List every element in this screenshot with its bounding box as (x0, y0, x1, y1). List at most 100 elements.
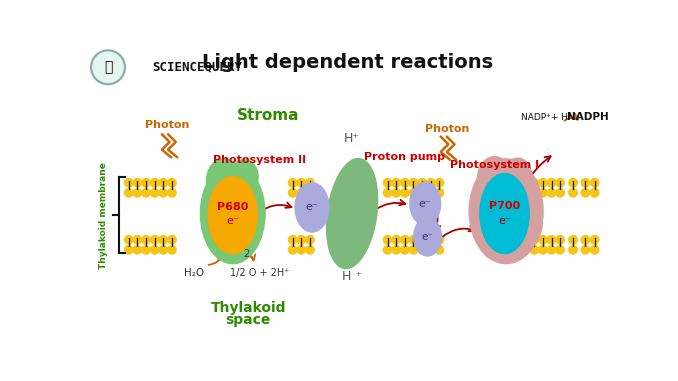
Circle shape (569, 245, 578, 254)
Circle shape (133, 245, 142, 254)
Circle shape (159, 235, 167, 244)
Circle shape (581, 179, 590, 187)
Circle shape (435, 189, 443, 197)
Circle shape (151, 179, 159, 187)
Circle shape (142, 179, 151, 187)
Circle shape (410, 235, 418, 244)
Circle shape (151, 245, 159, 254)
Text: H⁺: H⁺ (344, 131, 360, 145)
Circle shape (167, 245, 176, 254)
Circle shape (383, 179, 392, 187)
Circle shape (556, 189, 564, 197)
Circle shape (167, 235, 176, 244)
Text: Proton pump: Proton pump (363, 152, 445, 162)
Circle shape (392, 235, 401, 244)
Circle shape (569, 179, 578, 187)
Circle shape (435, 235, 443, 244)
Text: space: space (226, 313, 271, 327)
Circle shape (142, 189, 151, 197)
Text: 1/2 O + 2H⁺: 1/2 O + 2H⁺ (230, 268, 290, 278)
Circle shape (142, 245, 151, 254)
Circle shape (410, 245, 418, 254)
Text: e⁻: e⁻ (422, 232, 433, 242)
Ellipse shape (480, 173, 530, 254)
Text: NADP⁺+ H⁺: NADP⁺+ H⁺ (521, 113, 573, 122)
Circle shape (392, 189, 401, 197)
Circle shape (418, 179, 426, 187)
Ellipse shape (477, 157, 511, 200)
Circle shape (297, 245, 306, 254)
Circle shape (392, 179, 401, 187)
Circle shape (288, 179, 297, 187)
Text: P700: P700 (489, 201, 520, 211)
Circle shape (591, 235, 599, 244)
Text: Photosystem I: Photosystem I (450, 160, 539, 170)
Circle shape (547, 235, 556, 244)
Circle shape (538, 235, 547, 244)
Circle shape (418, 245, 426, 254)
Circle shape (538, 245, 547, 254)
Circle shape (547, 179, 556, 187)
Circle shape (569, 189, 578, 197)
Circle shape (306, 189, 314, 197)
Ellipse shape (481, 227, 524, 261)
Ellipse shape (410, 182, 441, 225)
Circle shape (556, 245, 564, 254)
Circle shape (306, 179, 314, 187)
Text: Thylakoid: Thylakoid (210, 301, 286, 315)
Circle shape (426, 179, 435, 187)
Circle shape (125, 245, 133, 254)
Ellipse shape (327, 158, 378, 269)
Circle shape (151, 189, 159, 197)
Circle shape (581, 245, 590, 254)
Ellipse shape (206, 220, 249, 254)
Circle shape (125, 235, 133, 244)
Circle shape (556, 179, 564, 187)
Circle shape (547, 245, 556, 254)
Circle shape (530, 245, 538, 254)
Text: e⁻: e⁻ (419, 199, 432, 208)
Circle shape (426, 245, 435, 254)
Text: Thylakoid membrane: Thylakoid membrane (99, 162, 108, 269)
Circle shape (383, 189, 392, 197)
Ellipse shape (207, 159, 241, 202)
Text: e⁻: e⁻ (306, 202, 319, 213)
Ellipse shape (208, 177, 258, 254)
Circle shape (581, 235, 590, 244)
Text: Stroma: Stroma (237, 107, 299, 123)
Text: Photon: Photon (424, 124, 469, 134)
Circle shape (410, 179, 418, 187)
Text: 🔬: 🔬 (104, 60, 112, 74)
Text: 2: 2 (243, 249, 250, 259)
Circle shape (591, 179, 599, 187)
Circle shape (133, 189, 142, 197)
Ellipse shape (508, 194, 542, 248)
Circle shape (383, 245, 392, 254)
Circle shape (306, 245, 314, 254)
Circle shape (435, 245, 443, 254)
Circle shape (288, 245, 297, 254)
Text: H ⁺: H ⁺ (342, 270, 362, 283)
Circle shape (401, 235, 409, 244)
Circle shape (556, 235, 564, 244)
Text: H₂O: H₂O (184, 268, 204, 278)
Circle shape (581, 189, 590, 197)
Circle shape (167, 189, 176, 197)
Circle shape (133, 235, 142, 244)
Circle shape (151, 235, 159, 244)
Circle shape (142, 235, 151, 244)
Text: e⁻: e⁻ (226, 216, 239, 226)
Circle shape (410, 189, 418, 197)
Circle shape (383, 235, 392, 244)
Circle shape (530, 189, 538, 197)
Circle shape (297, 235, 306, 244)
Text: Photon: Photon (145, 120, 189, 130)
Circle shape (167, 179, 176, 187)
Circle shape (125, 179, 133, 187)
Text: Light dependent reactions: Light dependent reactions (202, 53, 493, 72)
Circle shape (569, 235, 578, 244)
Circle shape (125, 189, 133, 197)
Ellipse shape (231, 160, 258, 194)
Ellipse shape (469, 159, 543, 264)
Circle shape (591, 189, 599, 197)
